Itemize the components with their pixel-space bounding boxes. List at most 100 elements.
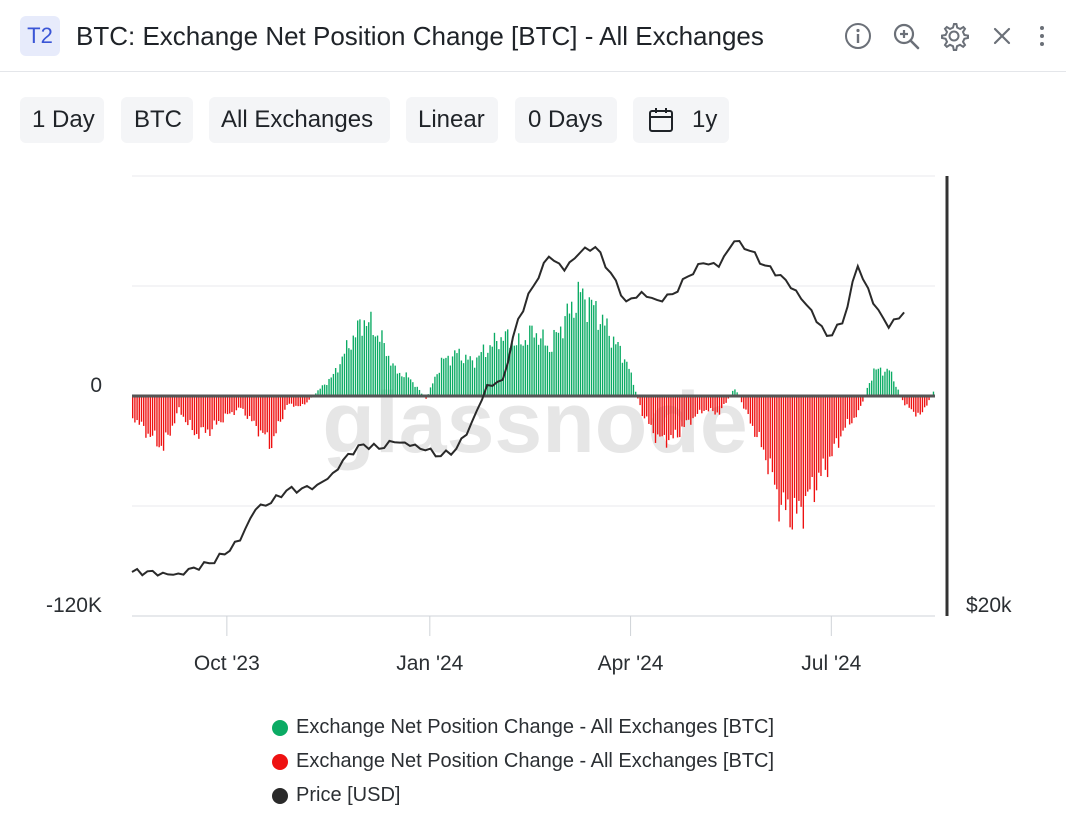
bar-positive [577,281,579,396]
bar-positive [599,324,602,396]
bar-positive [932,391,935,396]
bar-negative [652,396,654,434]
bar-positive [387,355,390,396]
scale-label: Linear [418,106,485,133]
more-vertical-icon[interactable] [1026,20,1058,52]
bar-positive [535,333,538,396]
bar-positive [332,373,335,396]
asset-selector[interactable]: BTC [121,97,193,143]
bar-positive [401,376,403,396]
bar-negative [694,396,696,417]
bar-negative [910,396,913,410]
bar-positive [350,349,352,396]
bar-negative [809,396,811,490]
bar-positive [449,365,452,396]
info-icon[interactable] [842,20,874,52]
exchange-selector[interactable]: All Exchanges [209,97,390,143]
bar-positive [866,387,868,396]
bar-negative [160,396,163,446]
bar-negative [685,396,688,421]
moving-average-selector[interactable]: 0 Days [515,97,617,143]
bar-positive [496,341,498,396]
bar-positive [595,301,597,396]
bar-positive [412,382,414,396]
bar-negative [173,396,176,424]
bar-negative [154,396,156,431]
bar-negative [187,396,189,426]
bar-negative [661,396,663,437]
bar-negative [917,396,919,413]
bar-positive [886,368,888,396]
bar-negative [723,396,725,405]
bar-negative [851,396,853,424]
bar-positive [515,345,518,396]
bar-positive [376,335,379,396]
bar-positive [348,348,350,396]
bar-negative [266,396,268,433]
resolution-selector[interactable]: 1 Day [20,97,104,143]
y-tick-label-min: -120K [46,594,102,617]
bar-negative [277,396,279,422]
bar-negative [134,396,136,423]
bar-negative [862,396,864,402]
panel-header: T2 BTC: Exchange Net Position Change [BT… [0,0,1066,72]
bar-negative [149,396,152,437]
bar-negative [844,396,846,428]
bar-positive [571,301,573,396]
bar-negative [220,396,222,423]
bar-negative [304,396,306,405]
bar-negative [308,396,310,400]
bar-positive [582,288,584,396]
bar-negative [848,396,851,425]
bar-negative [749,396,752,424]
bar-negative [787,396,789,500]
bar-positive [500,337,502,396]
bar-negative [791,396,793,530]
bar-positive [879,367,882,396]
bar-negative [837,396,840,448]
bar-positive [476,357,478,396]
bar-positive [462,363,465,396]
range-selector[interactable]: 1y [633,97,729,143]
zoom-in-icon[interactable] [890,20,922,52]
bar-negative [242,396,244,409]
bar-negative [641,396,643,417]
bar-negative [692,396,694,419]
bar-negative [657,396,659,435]
bar-negative [674,396,677,430]
x-tick-label: Apr '24 [598,652,664,675]
bar-positive [317,390,319,396]
close-icon[interactable] [986,20,1018,52]
bar-negative [176,396,178,414]
gear-icon[interactable] [938,20,970,52]
bar-negative [921,396,924,413]
bar-positive [319,388,321,396]
bar-negative [251,396,253,422]
bar-positive [634,391,637,396]
bar-positive [502,340,504,396]
bar-negative [771,396,774,473]
bar-positive [877,368,880,396]
bar-negative [286,396,288,405]
bar-positive [619,345,621,396]
bar-negative [751,396,754,426]
bar-negative [928,396,930,401]
bar-negative [268,396,271,449]
bar-positive [330,377,332,396]
bar-negative [705,396,707,410]
bar-positive [873,368,875,396]
bar-negative [248,396,251,417]
bar-negative [718,396,721,415]
bar-negative [698,396,701,410]
bar-negative [679,396,681,438]
bar-positive [434,376,436,396]
bar-negative [143,396,145,426]
bar-negative [193,396,196,436]
bar-positive [337,372,339,396]
scale-selector[interactable]: Linear [406,97,498,143]
bar-negative [275,396,277,434]
bar-positive [524,340,527,396]
bar-negative [670,396,672,436]
bar-positive [564,316,566,396]
bar-positive [456,353,458,396]
